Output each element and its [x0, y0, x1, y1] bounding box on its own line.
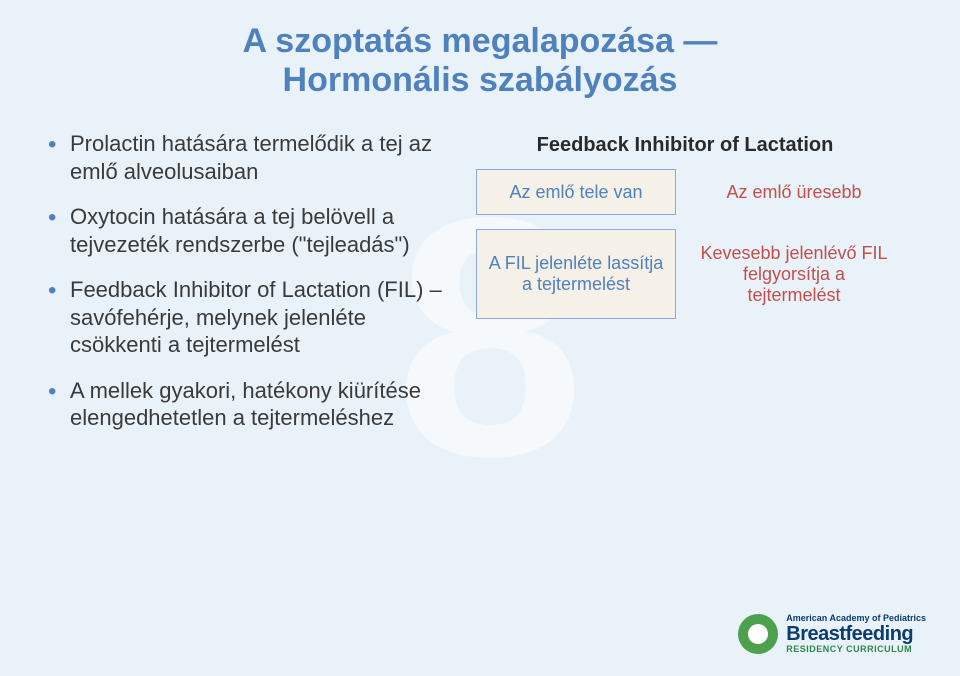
fil-right-bottom: Kevesebb jelenlévő FIL felgyorsítja a te…: [694, 229, 894, 319]
fil-col-left: Az emlő tele van A FIL jelenléte lassítj…: [476, 169, 676, 333]
fil-col-right: Az emlő üresebb Kevesebb jelenlévő FIL f…: [694, 169, 894, 333]
footer-logo: American Academy of Pediatrics Breastfee…: [738, 614, 926, 654]
logo-text: American Academy of Pediatrics Breastfee…: [786, 614, 926, 654]
fil-left-bottom: A FIL jelenléte lassítja a tejtermelést: [476, 229, 676, 319]
content-area: Prolactin hatására termelődik a tej az e…: [48, 130, 912, 450]
slide-title: A szoptatás megalapozása — Hormonális sz…: [0, 22, 960, 100]
fil-right-top: Az emlő üresebb: [694, 169, 894, 215]
title-line-1: A szoptatás megalapozása —: [243, 22, 718, 60]
logo-residency-curriculum: RESIDENCY CURRICULUM: [786, 645, 926, 654]
breastfeeding-icon: [738, 614, 778, 654]
logo-breastfeeding: Breastfeeding: [786, 624, 926, 645]
fil-panel: Feedback Inhibitor of Lactation Az emlő …: [458, 130, 912, 450]
fil-grid: Az emlő tele van A FIL jelenléte lassítj…: [458, 169, 912, 333]
bullet-item: Feedback Inhibitor of Lactation (FIL) – …: [48, 276, 448, 359]
fil-heading: Feedback Inhibitor of Lactation: [458, 134, 912, 157]
fil-left-top: Az emlő tele van: [476, 169, 676, 215]
bullet-item: A mellek gyakori, hatékony kiürítése ele…: [48, 377, 448, 432]
title-line-2: Hormonális szabályozás: [283, 61, 678, 99]
bullet-item: Prolactin hatására termelődik a tej az e…: [48, 130, 448, 185]
slide: 8 A szoptatás megalapozása — Hormonális …: [0, 0, 960, 676]
bullet-list: Prolactin hatására termelődik a tej az e…: [48, 130, 458, 450]
bullet-item: Oxytocin hatására a tej belövell a tejve…: [48, 203, 448, 258]
